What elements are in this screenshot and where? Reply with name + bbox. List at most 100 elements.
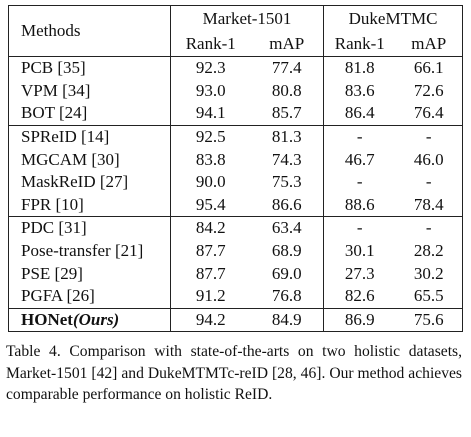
method-cell: SPReID [14] [8, 125, 171, 149]
value-cell: 95.4 [195, 194, 226, 214]
group-header: DukeMTMC [348, 8, 438, 28]
value-cell: 75.3 [250, 170, 325, 194]
table-row: HONet(Ours) 94.2 84.9 86.9 75.6 [8, 308, 463, 332]
method-cell: MGCAM [30] [8, 148, 171, 171]
method-name: FPR [10] [21, 194, 84, 214]
column-header: Rank-1 [185, 33, 236, 53]
value-cell: 63.4 [250, 216, 325, 240]
value-cell: 92.5 [195, 127, 226, 147]
method-name: MGCAM [30] [21, 149, 120, 169]
method-cell: PDC [31] [8, 216, 171, 240]
method-header: Methods [8, 5, 171, 57]
value-cell: 86.4 [344, 103, 375, 123]
value-cell: 76.8 [250, 284, 325, 309]
column-header: Rank-1 [334, 33, 385, 53]
method-name: SPReID [14] [21, 127, 110, 147]
value-cell: 87.7 [195, 263, 226, 283]
value-cell: 80.8 [250, 79, 325, 103]
value-cell: 94.2 [195, 309, 226, 329]
method-name: MaskReID [27] [21, 172, 129, 192]
value-cell: 81.8 [344, 58, 375, 78]
table-row: PGFA [26] 91.2 76.8 82.6 65.5 [8, 284, 463, 309]
value-cell: 28.2 [413, 241, 444, 261]
table-row: Pose-transfer [21] 87.7 68.9 30.1 28.2 [8, 239, 463, 263]
value-cell: 93.0 [195, 80, 226, 100]
method-name: PDC [31] [21, 218, 87, 238]
value-cell: 27.3 [344, 263, 375, 283]
value-cell: 83.8 [195, 149, 226, 169]
value-cell: 91.2 [195, 286, 226, 306]
value-cell: - [425, 172, 432, 192]
value-cell: 92.3 [195, 58, 226, 78]
table-row: VPM [34] 93.0 80.8 83.6 72.6 [8, 79, 463, 103]
method-name: BOT [24] [21, 103, 88, 123]
table-section: HONet(Ours) 94.2 84.9 86.9 75.6 [8, 308, 463, 332]
value-cell: - [356, 172, 363, 192]
caption: Table 4. Comparison with state-of-the-ar… [6, 343, 462, 404]
value-cell: 81.3 [250, 125, 325, 149]
value-cell: 84.2 [195, 218, 226, 238]
value-cell: - [425, 127, 432, 147]
method-name: PCB [35] [21, 58, 86, 78]
value-cell: 78.4 [413, 194, 444, 214]
method-name: PSE [29] [21, 263, 83, 283]
value-cell: 30.2 [413, 263, 444, 283]
table-row: PSE [29] 87.7 69.0 27.3 30.2 [8, 262, 463, 285]
table-row: PCB [35] 92.3 77.4 81.8 66.1 [8, 56, 463, 80]
value-cell: 83.6 [344, 80, 375, 100]
method-cell: MaskReID [27] [8, 170, 171, 194]
value-cell: 77.4 [250, 56, 325, 80]
method-cell: HONet(Ours) [8, 308, 171, 332]
value-cell: 86.9 [344, 309, 375, 329]
method-name: HONet(Ours) [21, 309, 120, 329]
value-cell: - [356, 127, 363, 147]
table-row: MaskReID [27] 90.0 75.3 - - [8, 170, 463, 194]
method-name: Pose-transfer [21] [21, 241, 144, 261]
value-cell: 88.6 [344, 194, 375, 214]
value-cell: 74.3 [250, 148, 325, 171]
method-cell: FPR [10] [8, 193, 171, 217]
table-section: PCB [35] 92.3 77.4 81.8 66.1 VPM [34] 93.0 80.8… [8, 56, 463, 126]
column-header: mAP [250, 31, 325, 57]
method-cell: VPM [34] [8, 79, 171, 103]
table-header: Methods Market-1501 DukeMTMC Rank-1 mAP Rank-… [8, 5, 463, 57]
value-cell: 46.7 [344, 149, 375, 169]
value-cell: 30.1 [344, 241, 375, 261]
value-cell: 76.4 [413, 103, 444, 123]
header-row: Methods Market-1501 DukeMTMC [8, 5, 463, 57]
table-row: MGCAM [30] 83.8 74.3 46.7 46.0 [8, 148, 463, 171]
value-cell: 68.9 [250, 239, 325, 263]
method-cell: PCB [35] [8, 56, 171, 80]
method-cell: PSE [29] [8, 262, 171, 285]
method-name: PGFA [26] [21, 286, 95, 306]
value-cell: 72.6 [413, 80, 444, 100]
value-cell: 94.1 [195, 103, 226, 123]
table-row: BOT [24] 94.1 85.7 86.4 76.4 [8, 102, 463, 126]
column-header: mAP [411, 33, 447, 53]
group-header: Market-1501 [170, 5, 325, 31]
method-cell: PGFA [26] [8, 284, 171, 309]
results-table: Methods Market-1501 DukeMTMC Rank-1 mAP Rank-… [8, 5, 464, 333]
method-cell: BOT [24] [8, 102, 171, 126]
value-cell: 85.7 [250, 102, 325, 126]
value-cell: 66.1 [413, 58, 444, 78]
value-cell: 84.9 [250, 308, 325, 332]
value-cell: 46.0 [413, 149, 444, 169]
value-cell: 90.0 [195, 172, 226, 192]
table-section: PDC [31] 84.2 63.4 - - Pose-transfer [21] 87.7… [8, 216, 463, 309]
value-cell: 65.5 [413, 286, 444, 306]
value-cell: 87.7 [195, 241, 226, 261]
value-cell: 75.6 [413, 309, 444, 329]
value-cell: 69.0 [250, 262, 325, 285]
table-row: FPR [10] 95.4 86.6 88.6 78.4 [8, 193, 463, 217]
method-suffix: (Ours) [72, 309, 120, 329]
table-row: PDC [31] 84.2 63.4 - - [8, 216, 463, 240]
value-cell: 82.6 [344, 286, 375, 306]
value-cell: - [356, 218, 363, 238]
subheader-row: Rank-1 mAP Rank-1 mAP [9, 31, 463, 57]
table-row: SPReID [14] 92.5 81.3 - - [8, 125, 463, 149]
value-cell: 86.6 [250, 193, 325, 217]
table-section: SPReID [14] 92.5 81.3 - - MGCAM [30] 83.8 74.3 4… [8, 125, 463, 217]
